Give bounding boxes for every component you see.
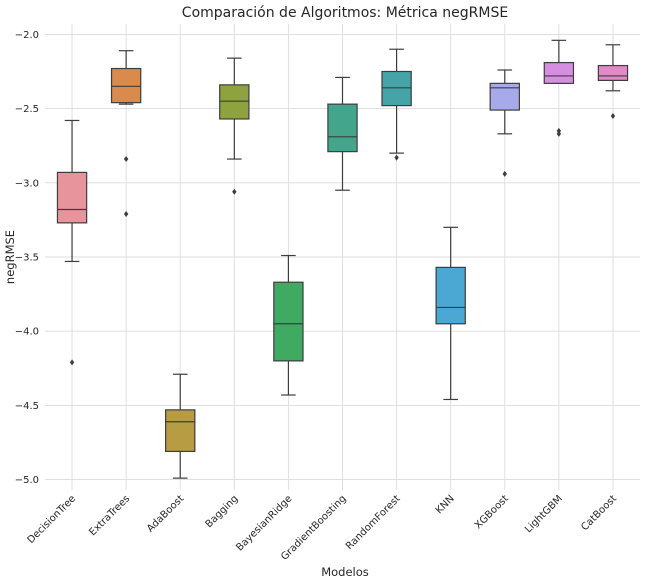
- box-adaboost: [165, 373, 196, 479]
- y-tick-label: −5.0: [15, 475, 39, 486]
- outlier-point: [123, 210, 129, 217]
- box-body: [219, 84, 250, 120]
- y-axis-label: negRMSE: [3, 230, 17, 284]
- y-tick-label: −3.0: [15, 178, 39, 189]
- outlier-point: [502, 170, 507, 177]
- x-axis-label: Modelos: [321, 565, 369, 579]
- box-body: [56, 171, 88, 224]
- box-body: [381, 70, 412, 107]
- box-gradientboosting: [327, 76, 358, 191]
- box-catboost: [597, 44, 629, 120]
- chart-title: Comparación de Algoritmos: Métrica negRM…: [182, 5, 508, 21]
- box-xgboost: [489, 69, 520, 177]
- box-body: [597, 64, 629, 81]
- outlier-point: [556, 130, 562, 137]
- box-body: [543, 61, 575, 84]
- box-body: [435, 266, 466, 325]
- outlier-point: [394, 154, 399, 161]
- y-tick-label: −2.0: [15, 30, 39, 41]
- outlier-point: [232, 188, 237, 195]
- y-tick-label: −4.5: [15, 401, 39, 412]
- box-series: [56, 39, 629, 479]
- y-tick-label: −2.5: [15, 104, 39, 115]
- box-body: [110, 67, 142, 104]
- box-knn: [435, 226, 466, 401]
- box-body: [327, 103, 358, 153]
- box-randomforest: [381, 48, 412, 161]
- box-bayesianridge: [273, 254, 304, 396]
- outlier-point: [610, 113, 616, 120]
- outlier-point: [123, 156, 129, 163]
- box-bagging: [219, 57, 250, 195]
- y-axis-ticks: −5.0 −4.5 −4.0 −3.5 −3.0 −2.5 −2.0: [15, 30, 39, 486]
- y-tick-label: −3.5: [15, 253, 39, 264]
- y-tick-label: −4.0: [15, 327, 39, 338]
- box-lightgbm: [543, 39, 575, 137]
- box-decisiontree: [56, 119, 88, 366]
- outlier-point: [69, 359, 75, 366]
- box-extratrees: [110, 50, 142, 217]
- box-body: [165, 409, 196, 453]
- box-body: [273, 281, 304, 362]
